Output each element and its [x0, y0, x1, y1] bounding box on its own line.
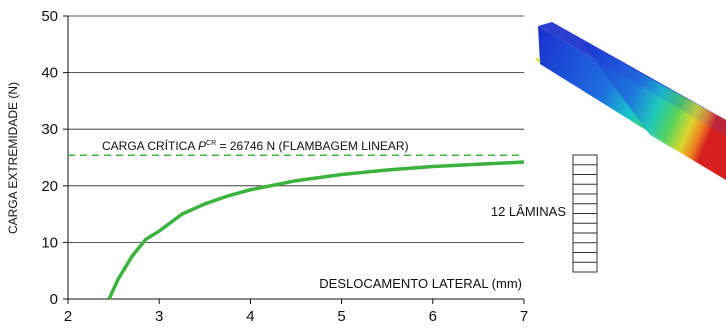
label-part: CR: [206, 140, 216, 147]
x-tick-label: 2: [64, 308, 72, 325]
x-tick-label: 6: [429, 308, 437, 325]
y-tick-label: 30: [41, 121, 58, 138]
beam-model: [536, 22, 726, 180]
x-axis-label: DESLOCAMENTO LATERAL (mm): [319, 276, 522, 291]
laminas-label: 12 LÂMINAS: [491, 204, 566, 219]
label-part: P: [198, 139, 206, 153]
y-tick-label: 40: [41, 65, 58, 82]
label-part: = 26746 N (FLAMBAGEM LINEAR): [216, 139, 408, 153]
critical-load-label: CARGA CRÍTICA PCR = 26746 N (FLAMBAGEM L…: [102, 138, 409, 153]
x-tick-label: 7: [520, 308, 528, 325]
x-tick-label: 3: [155, 308, 163, 325]
y-tick-label: 0: [50, 291, 58, 308]
y-tick-label: 10: [41, 234, 58, 251]
label-part: CARGA CRÍTICA: [102, 138, 198, 153]
x-tick-label: 5: [337, 308, 345, 325]
y-axis-label: CARGA EXTREMIDADE (N): [6, 82, 20, 234]
y-tick-label: 50: [41, 8, 58, 25]
lamina-stack: [573, 155, 597, 272]
chart: 12 LÂMINAS DESLOCAMENTO LATERAL (mm) CAR…: [0, 0, 726, 328]
x-tick-label: 4: [246, 308, 254, 325]
y-tick-label: 20: [41, 178, 58, 195]
